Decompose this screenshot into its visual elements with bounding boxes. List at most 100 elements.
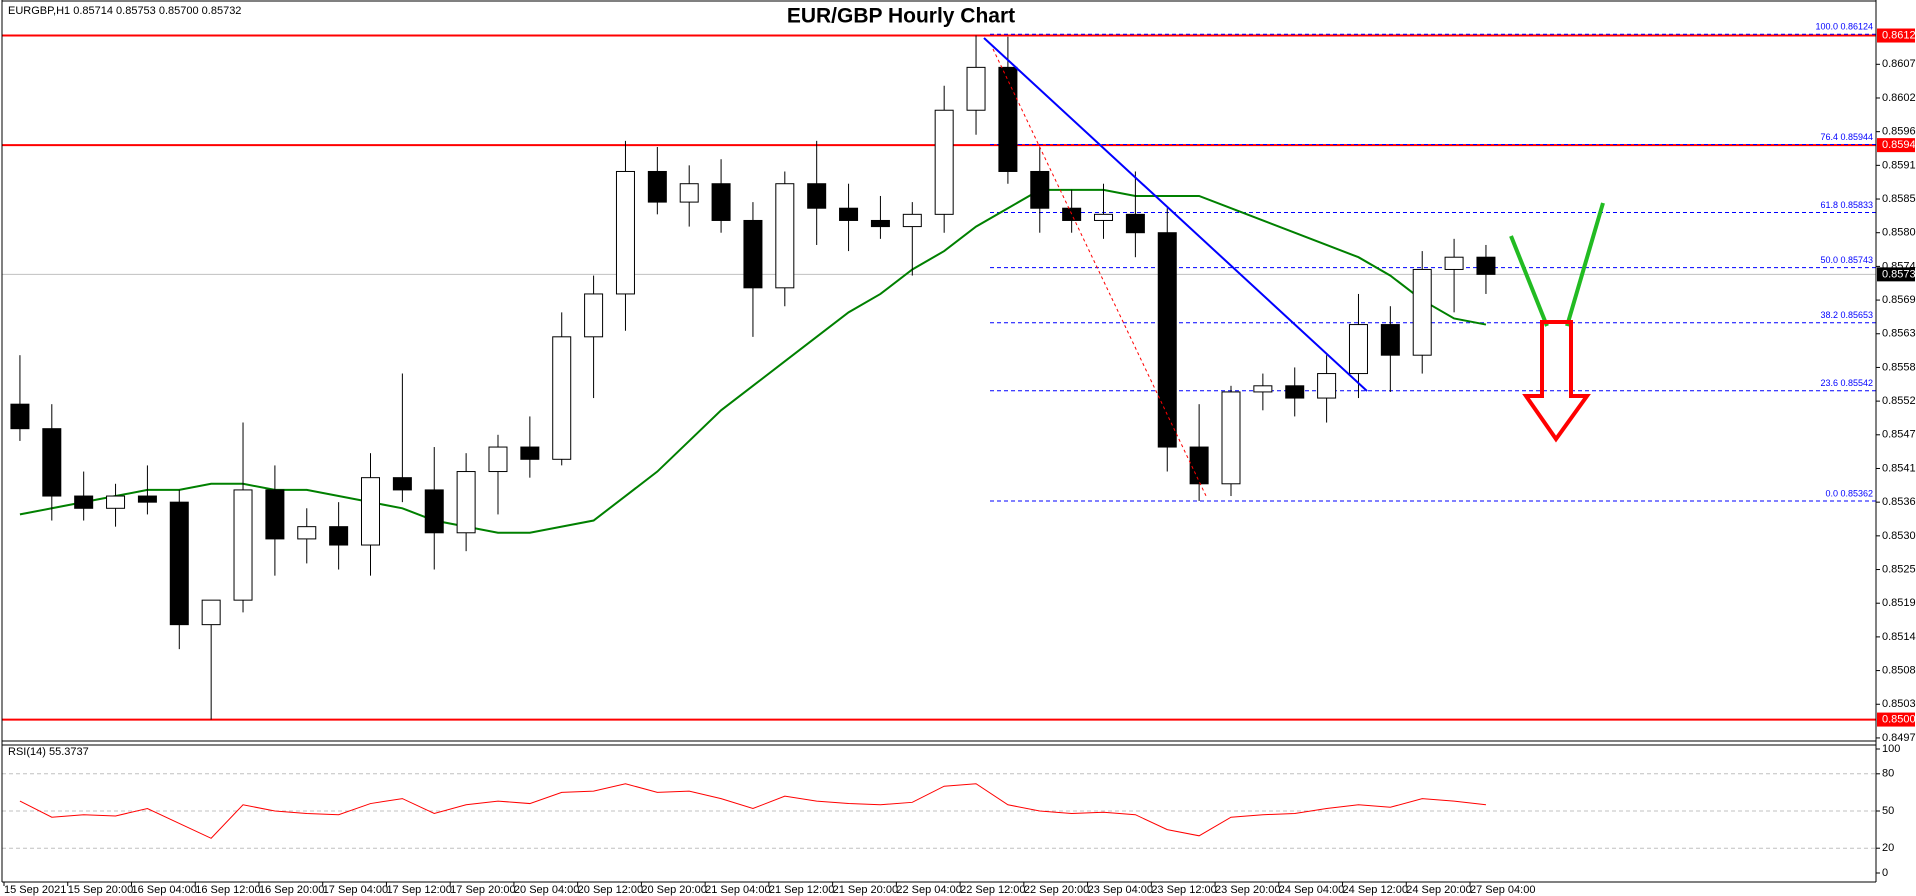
candle-body bbox=[456, 471, 476, 534]
candle-body bbox=[1476, 256, 1496, 275]
candle-body bbox=[1125, 213, 1145, 234]
x-tick-label: 17 Sep 20:00 bbox=[450, 884, 515, 896]
candle-body bbox=[839, 207, 859, 221]
candle-body bbox=[1348, 324, 1368, 375]
candle-body bbox=[392, 477, 412, 491]
candle-body bbox=[1285, 385, 1305, 399]
candle-body bbox=[1444, 256, 1464, 270]
candle-body bbox=[647, 170, 667, 203]
symbol-header: EURGBP,H1 0.85714 0.85753 0.85700 0.8573… bbox=[8, 5, 241, 17]
candle-body bbox=[1094, 213, 1114, 221]
current-price-box bbox=[1877, 267, 1915, 282]
fib-label: 38.2 0.85653 bbox=[1820, 310, 1873, 320]
y-tick-label: 0.85855 bbox=[1882, 193, 1916, 205]
candle-body bbox=[297, 526, 317, 540]
green-arrow-line bbox=[1565, 202, 1605, 327]
x-tick-label: 17 Sep 04:00 bbox=[323, 884, 388, 896]
rsi-tick-label: 80 bbox=[1882, 768, 1894, 780]
x-tick-label: 22 Sep 20:00 bbox=[1024, 884, 1089, 896]
candle-body bbox=[584, 293, 604, 338]
x-tick-label: 21 Sep 12:00 bbox=[769, 884, 834, 896]
level-label: 0.85943 bbox=[1882, 139, 1916, 151]
fib-anchor-line bbox=[992, 48, 1208, 499]
candle-body bbox=[870, 219, 890, 228]
candle-body bbox=[361, 477, 381, 546]
fib-label: 0.0 0.85362 bbox=[1825, 488, 1873, 498]
candle-body bbox=[552, 336, 572, 460]
x-tick-label: 23 Sep 20:00 bbox=[1215, 884, 1280, 896]
level-label-box bbox=[1877, 712, 1915, 727]
candle-body bbox=[10, 403, 30, 430]
rsi-tick-label: 20 bbox=[1882, 842, 1894, 854]
candle-body bbox=[520, 446, 540, 460]
fib-label: 50.0 0.85743 bbox=[1820, 255, 1873, 265]
y-tick-label: 0.85305 bbox=[1882, 530, 1916, 542]
x-tick-label: 15 Sep 20:00 bbox=[68, 884, 133, 896]
candle-body bbox=[902, 213, 922, 228]
level-label: 0.85005 bbox=[1882, 713, 1916, 725]
candle-body bbox=[1221, 391, 1241, 485]
candle-body bbox=[934, 109, 954, 215]
candle-body bbox=[1380, 324, 1400, 356]
x-tick-label: 22 Sep 12:00 bbox=[960, 884, 1025, 896]
down-arrow bbox=[1522, 320, 1591, 443]
candle-body bbox=[265, 489, 285, 540]
candle-body bbox=[1189, 446, 1209, 485]
x-tick-label: 20 Sep 04:00 bbox=[514, 884, 579, 896]
x-tick-label: 27 Sep 04:00 bbox=[1470, 884, 1535, 896]
plot: 100.0 0.86124 76.4 0.85944 61.8 0.85833 50.… bbox=[2, 22, 1876, 721]
rsi-title: RSI(14) 55.3737 bbox=[8, 746, 89, 758]
level-label: 0.86122 bbox=[1882, 29, 1916, 41]
grid-layer bbox=[2, 273, 1876, 849]
fib-label: 100.0 0.86124 bbox=[1815, 22, 1873, 32]
x-tick-label: 20 Sep 20:00 bbox=[641, 884, 706, 896]
x-tick-label: 24 Sep 20:00 bbox=[1406, 884, 1471, 896]
candle-body bbox=[233, 489, 253, 601]
y-tick-label: 0.84975 bbox=[1882, 732, 1916, 744]
candle-body bbox=[169, 501, 189, 626]
candle-body bbox=[615, 170, 635, 295]
y-tick-label: 0.85195 bbox=[1882, 597, 1916, 609]
moving-average bbox=[19, 188, 1487, 534]
candle-body bbox=[424, 489, 444, 534]
candle-body bbox=[137, 495, 157, 503]
candle-body bbox=[201, 599, 221, 626]
fib-label: 61.8 0.85833 bbox=[1820, 200, 1873, 210]
candle-body bbox=[966, 66, 986, 111]
fib-label: 23.6 0.85542 bbox=[1820, 378, 1873, 388]
x-tick-label: 22 Sep 04:00 bbox=[896, 884, 961, 896]
y-tick-label: 0.85635 bbox=[1882, 328, 1916, 340]
candle-body bbox=[1412, 268, 1432, 356]
candle-body bbox=[1030, 170, 1050, 209]
x-tick-label: 23 Sep 04:00 bbox=[1088, 884, 1153, 896]
chart-title: EUR/GBP Hourly Chart bbox=[787, 5, 1015, 28]
x-tick-label: 16 Sep 12:00 bbox=[195, 884, 260, 896]
candle-body bbox=[1062, 207, 1082, 221]
y-tick-label: 0.85525 bbox=[1882, 395, 1916, 407]
candle-body bbox=[329, 526, 349, 546]
level-label-box bbox=[1877, 28, 1915, 43]
candle-body bbox=[1317, 373, 1337, 399]
rsi-tick-label: 50 bbox=[1882, 805, 1894, 817]
level-label-box bbox=[1877, 138, 1915, 153]
x-tick-label: 21 Sep 04:00 bbox=[705, 884, 770, 896]
candle-body bbox=[711, 183, 731, 221]
y-tick-label: 0.86075 bbox=[1882, 58, 1916, 70]
trend-line bbox=[983, 37, 1368, 392]
candle-body bbox=[998, 66, 1018, 172]
fib-label: 76.4 0.85944 bbox=[1820, 132, 1873, 142]
candle-body bbox=[106, 495, 126, 509]
y-tick-label: 0.85085 bbox=[1882, 664, 1916, 676]
x-tick-label: 17 Sep 12:00 bbox=[386, 884, 451, 896]
candle-body bbox=[1253, 385, 1273, 393]
